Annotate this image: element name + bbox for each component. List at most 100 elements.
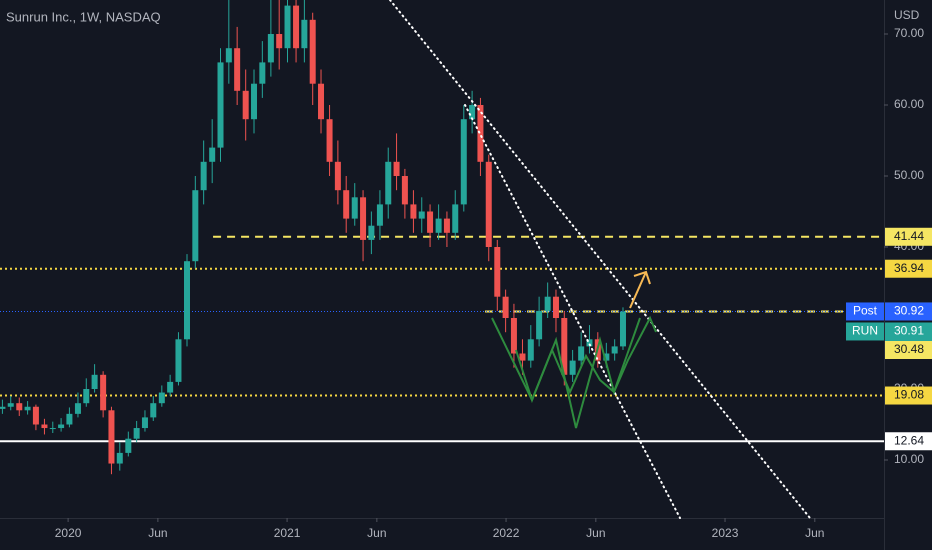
- candle-body: [150, 403, 157, 418]
- symbol-badge: [846, 322, 884, 341]
- candle-body: [234, 48, 241, 91]
- drawings: [389, 0, 811, 519]
- candle-body: [16, 403, 23, 411]
- price-label: 12.64: [894, 433, 924, 447]
- candle-body: [209, 147, 216, 162]
- candle-body: [360, 197, 367, 240]
- candle-body: [586, 339, 593, 347]
- x-tick-label: 2020: [55, 526, 82, 540]
- y-tick-label: 10.00: [894, 452, 924, 466]
- candle-body: [41, 424, 48, 429]
- x-tick-label: Jun: [367, 526, 386, 540]
- candle-body: [309, 19, 316, 84]
- chart-title: Sunrun Inc., 1W, NASDAQ: [6, 9, 161, 24]
- candle-body: [74, 403, 81, 414]
- price-label: 41.44: [894, 229, 924, 243]
- candle-body: [578, 346, 585, 361]
- post-badge-text: Post: [853, 304, 878, 318]
- candle-body: [519, 353, 526, 361]
- candle-body: [401, 176, 408, 205]
- y-tick-label: 70.00: [894, 26, 924, 40]
- candle-body: [242, 90, 249, 120]
- candle-body: [410, 204, 417, 219]
- candle-body: [200, 161, 207, 191]
- candle-body: [527, 339, 534, 361]
- candle-body: [544, 296, 551, 311]
- y-tick-label: 50.00: [894, 168, 924, 182]
- x-tick-label: 2021: [274, 526, 301, 540]
- levels: [0, 235, 884, 443]
- candle-body: [175, 339, 182, 382]
- candle-body: [66, 413, 73, 425]
- x-tick-label: Jun: [586, 526, 605, 540]
- candle-body: [24, 406, 31, 411]
- candle-body: [443, 218, 450, 233]
- candle-body: [536, 310, 543, 340]
- candle-body: [7, 403, 14, 407]
- candle-body: [326, 119, 333, 162]
- price-label-box: [885, 432, 932, 451]
- post-badge: [846, 302, 884, 321]
- candle-body: [184, 261, 191, 340]
- candle-body: [343, 190, 350, 219]
- candle-body: [368, 225, 375, 240]
- candle-body: [217, 62, 224, 148]
- price-label: 36.94: [894, 261, 924, 275]
- symbol-badge-text: RUN: [852, 324, 878, 338]
- candle-body: [351, 197, 358, 219]
- candle-body: [0, 406, 6, 409]
- candle-body: [83, 388, 90, 404]
- candle-body: [276, 34, 283, 49]
- candle-body: [125, 438, 132, 453]
- candle-body: [91, 374, 98, 389]
- candle-body: [192, 190, 199, 262]
- trendline: [389, 0, 811, 519]
- candle-body: [393, 161, 400, 177]
- price-label: 19.08: [894, 388, 924, 402]
- last-price: 30.91: [894, 324, 924, 338]
- candle-body: [259, 62, 266, 84]
- candle-body: [58, 424, 65, 429]
- y-tick-label: 60.00: [894, 97, 924, 111]
- candle-body: [494, 247, 501, 297]
- post-price-box: [885, 302, 932, 321]
- annotation-label: 30.48: [894, 342, 924, 356]
- annotation-box: [885, 341, 932, 359]
- candle-body: [418, 211, 425, 219]
- candle-body: [469, 105, 476, 120]
- arrow-head: [633, 270, 651, 285]
- candle-body: [141, 417, 148, 429]
- candle-body: [385, 161, 392, 205]
- candle-body: [116, 452, 123, 464]
- candle-body: [284, 5, 291, 49]
- candle-body: [603, 353, 610, 361]
- candle-body: [158, 392, 165, 404]
- x-tick-label: 2023: [712, 526, 739, 540]
- candle-body: [293, 5, 300, 49]
- price-label-box: [885, 386, 932, 405]
- candle-body: [225, 48, 232, 63]
- pattern-outline: [515, 315, 657, 403]
- candle-body: [167, 381, 174, 393]
- candle-body: [561, 317, 568, 375]
- candle-body: [460, 119, 467, 205]
- price-labels: 36.9441.4430.9219.0812.64Post30.92RUN30.…: [846, 227, 932, 451]
- candle-body: [100, 374, 107, 411]
- candle-body: [569, 360, 576, 375]
- x-tick-label: Jun: [805, 526, 824, 540]
- candle-body: [301, 19, 308, 49]
- price-label-box: [885, 259, 932, 278]
- candles: [0, 0, 626, 475]
- candle-body: [485, 161, 492, 248]
- candle-body: [334, 161, 341, 191]
- candle-body: [427, 211, 434, 233]
- arrow: [629, 271, 647, 309]
- candle-body: [435, 218, 442, 233]
- x-tick-label: Jun: [148, 526, 167, 540]
- candle-body: [502, 296, 509, 318]
- candle-body: [32, 406, 39, 425]
- candle-body: [510, 317, 517, 354]
- x-tick-label: 2022: [493, 526, 520, 540]
